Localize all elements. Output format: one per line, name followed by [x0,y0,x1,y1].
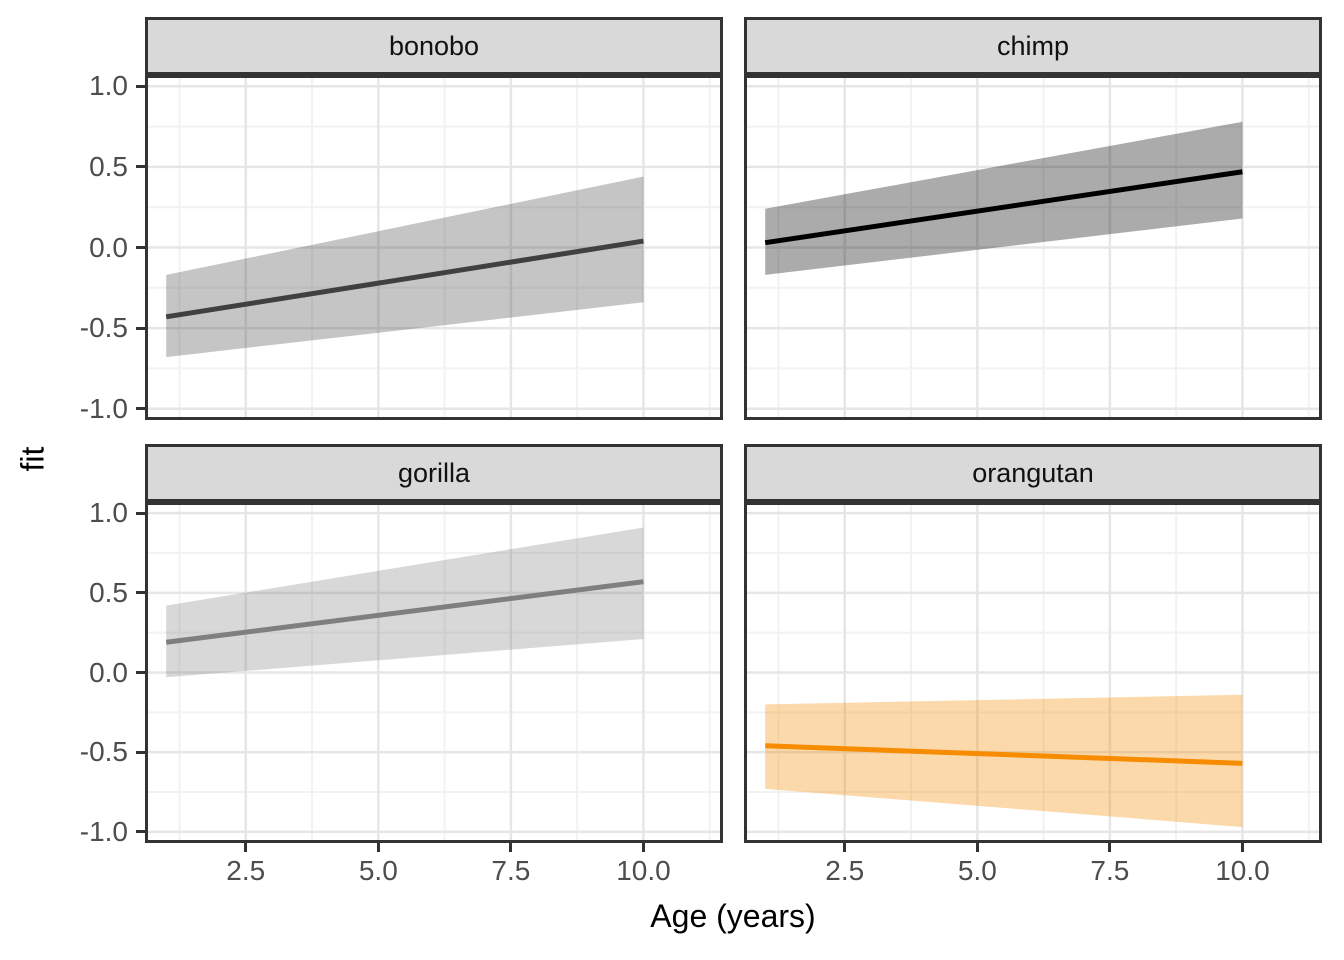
x-tick-label: 10.0 [1215,855,1270,886]
y-tick-label: 0.0 [89,231,128,263]
y-tick-mark [136,591,145,595]
facet-strip-label: bonobo [388,30,480,61]
x-tick-label: 10.0 [616,855,671,886]
fit-line-bonobo [165,238,644,320]
confidence-ribbon-bonobo [166,176,644,358]
fit-line-gorilla [165,579,644,645]
y-tick-mark [136,830,145,834]
facet-strip-chimp: chimp [744,17,1322,75]
facet-strip-label: chimp [996,30,1070,61]
facet-strip-gorilla: gorilla [145,444,723,502]
x-tick-mark [641,843,645,852]
y-tick-mark [136,165,145,169]
x-tick-mark [244,843,248,852]
x-tick-label: 7.5 [1090,855,1130,886]
x-tick-mark [975,843,979,852]
x-tick-mark [509,843,513,852]
y-tick-label: -0.5 [79,312,128,344]
y-tick-label: -1.0 [79,392,128,424]
facet-strip-bonobo: bonobo [145,17,723,75]
facet-strip-label: gorilla [397,457,471,488]
y-tick-label: -0.5 [79,736,128,768]
confidence-ribbon-chimp [765,121,1243,275]
x-axis-title: Age (years) [650,898,816,934]
x-tick-mark [1240,843,1244,852]
facet-panel-chimp [744,75,1322,420]
x-tick-label: 2.5 [825,855,865,886]
y-tick-label: 0.0 [89,656,128,688]
y-tick-mark [136,326,145,330]
y-tick-mark [136,671,145,674]
confidence-ribbon-gorilla [166,527,644,678]
y-tick-mark [136,407,145,411]
x-tick-mark [376,843,380,852]
y-tick-label: 0.5 [89,150,128,182]
x-tick-label: 5.0 [358,855,398,886]
facet-panel-orangutan [744,502,1322,843]
y-tick-mark [136,84,145,88]
x-tick-label: 5.0 [957,855,997,886]
y-tick-label: 0.5 [89,576,128,608]
y-tick-label: 1.0 [89,497,128,529]
confidence-ribbon-orangutan [765,694,1243,828]
facet-panel-bonobo [145,75,723,420]
x-tick-mark [1108,843,1112,852]
fit-line-orangutan [765,743,1243,766]
x-tick-label: 2.5 [226,855,266,886]
facet-strip-orangutan: orangutan [744,444,1322,502]
y-axis-title: fit [14,446,51,472]
y-tick-label: 1.0 [89,70,128,102]
x-tick-mark [843,843,847,852]
y-tick-mark [136,246,145,249]
facet-panel-gorilla [145,502,723,843]
y-tick-mark [136,511,145,515]
x-tick-label: 7.5 [491,855,531,886]
facet-strip-label: orangutan [972,457,1094,488]
fit-line-chimp [764,169,1243,246]
y-tick-mark [136,750,145,754]
y-tick-label: -1.0 [79,815,128,847]
